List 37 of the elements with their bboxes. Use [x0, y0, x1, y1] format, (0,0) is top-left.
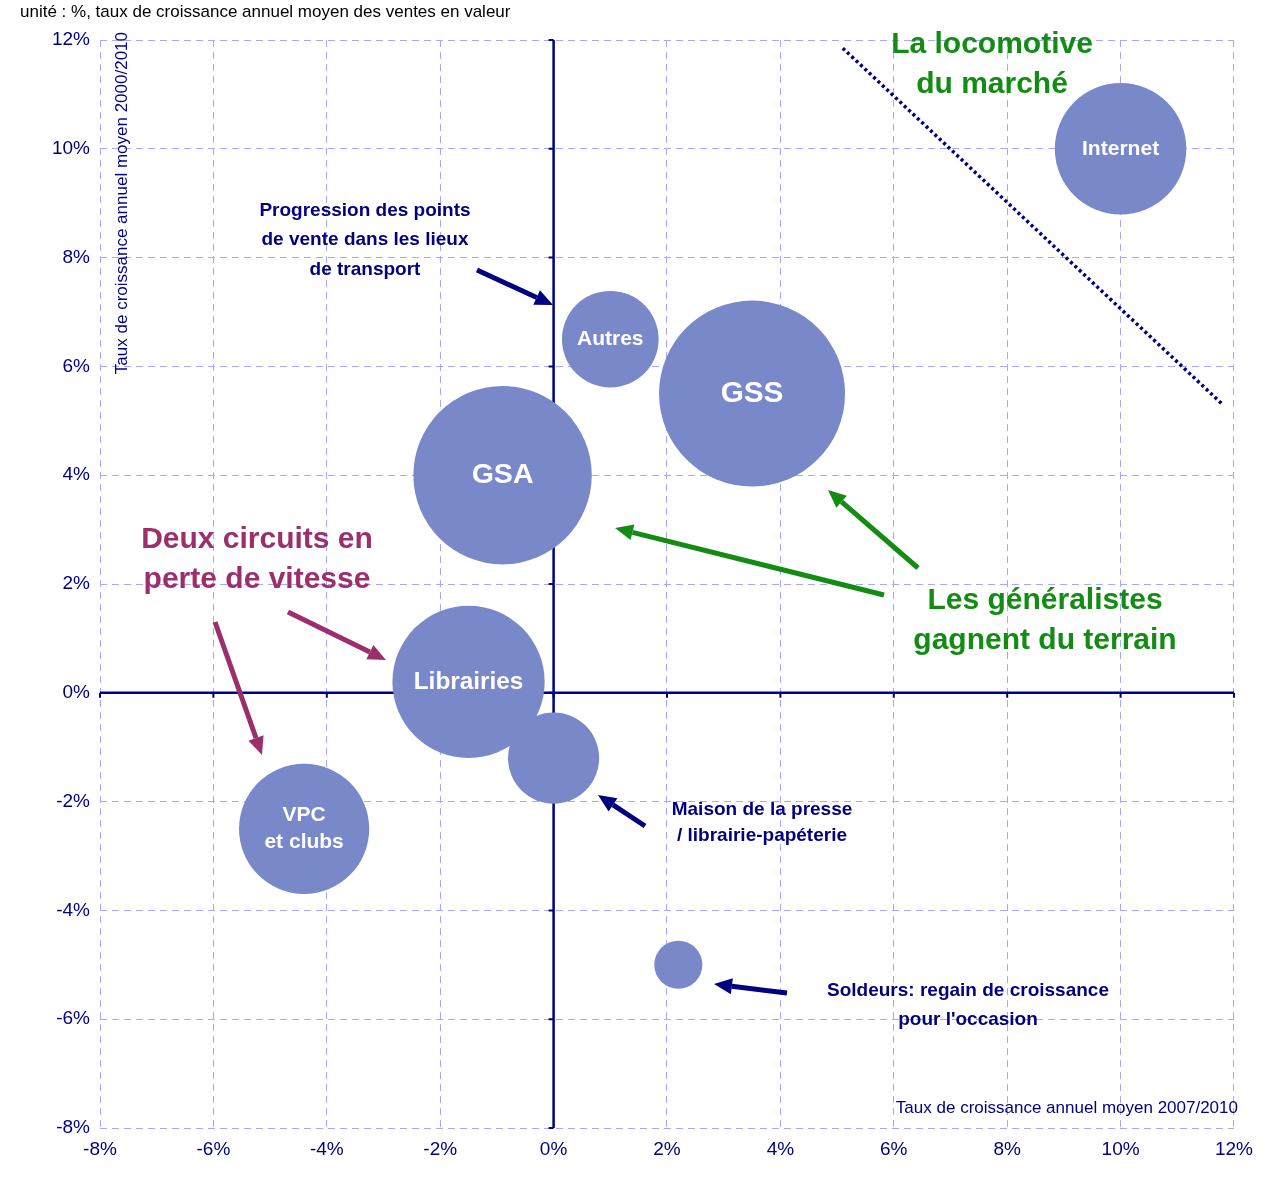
annotation: Maison de la presse / librairie-papéterie — [671, 798, 853, 846]
x-tick-label: 8% — [993, 1137, 1022, 1159]
x-tick-label: -6% — [196, 1137, 231, 1159]
y-tick-label: -6% — [56, 1007, 91, 1029]
x-axis-title: Taux de croissance annuel moyen 2007/2010 — [895, 1097, 1238, 1117]
chart-subtitle: unité : %, taux de croissance annuel moyen des ventes en valeur — [20, 2, 511, 22]
series-label: VPC et clubs — [264, 802, 344, 852]
x-tick-label: 12% — [1214, 1137, 1254, 1159]
x-tick-label: -4% — [309, 1137, 344, 1159]
x-tick-label: -8% — [83, 1137, 117, 1159]
x-tick-label: 4% — [766, 1137, 795, 1159]
y-tick-label: -4% — [56, 898, 91, 920]
series-label: Librairies — [413, 666, 524, 694]
y-tick-label: 10% — [51, 137, 91, 159]
annotation: Soldeurs: regain de croissance pour l'occasion — [827, 979, 1109, 1030]
annotation: Progression des points de vente dans les lieux de transport — [259, 199, 471, 280]
y-tick-label: 0% — [62, 681, 91, 703]
y-tick-label: 6% — [62, 354, 91, 376]
y-tick-label: -8% — [56, 1116, 91, 1138]
annotation: La locomotive du marché — [891, 26, 1093, 100]
y-tick-label: -2% — [56, 789, 91, 811]
x-tick-label: 6% — [880, 1137, 908, 1159]
series-label: GSA — [471, 457, 534, 490]
series-label: Internet — [1082, 135, 1160, 159]
x-tick-label: 10% — [1101, 1137, 1140, 1159]
y-tick-label: 2% — [62, 572, 91, 594]
x-tick-label: -2% — [423, 1137, 458, 1159]
series-label: GSS — [720, 374, 784, 408]
y-tick-label: 8% — [62, 245, 91, 267]
x-tick-label: 0% — [539, 1137, 568, 1159]
y-tick-label: 12% — [51, 28, 91, 50]
series-label: Autres — [577, 326, 644, 349]
y-axis-title: Taux de croissance annuel moyen 2000/2010 — [111, 32, 131, 375]
x-tick-label: 2% — [653, 1137, 681, 1159]
annotation: Les généralistes gagnent du terrain — [913, 582, 1177, 656]
y-tick-label: 4% — [62, 463, 91, 485]
annotation: Deux circuits en perte de vitesse — [141, 521, 373, 595]
